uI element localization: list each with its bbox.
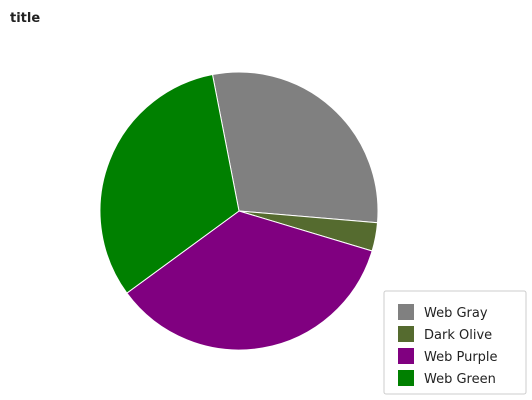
legend-swatch-web-green <box>398 370 414 386</box>
legend-swatch-dark-olive <box>398 326 414 342</box>
pie-slice-web-purple <box>126 210 373 351</box>
legend: Web Gray Dark Olive Web Purple Web Green <box>383 290 527 395</box>
pie-slices <box>99 71 379 351</box>
chart-title: title <box>10 11 40 26</box>
legend-swatch-web-gray <box>398 304 414 320</box>
pie-slice-web-gray <box>211 71 379 224</box>
legend-label-web-purple: Web Purple <box>424 350 498 365</box>
pie-slice-web-green <box>99 73 240 294</box>
legend-frame <box>383 290 527 395</box>
legend-label-web-green: Web Green <box>424 372 496 387</box>
legend-label-web-gray: Web Gray <box>424 306 488 321</box>
legend-swatch-web-purple <box>398 348 414 364</box>
legend-label-dark-olive: Dark Olive <box>424 328 492 343</box>
